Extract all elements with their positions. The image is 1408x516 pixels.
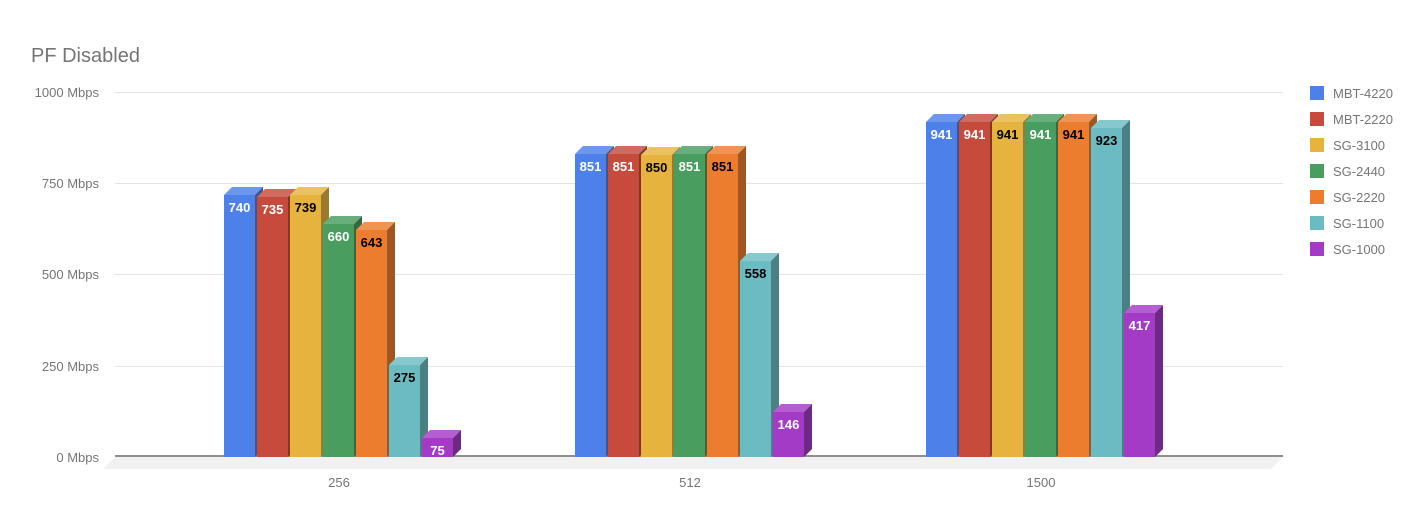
bar-front-face <box>1124 313 1155 457</box>
bar-value-label: 941 <box>1029 127 1052 142</box>
bar-front-face <box>707 154 738 457</box>
bar-value-label: 75 <box>430 443 445 458</box>
bar-value-label: 417 <box>1128 318 1151 333</box>
bar-front-face <box>1058 122 1089 457</box>
bar-value-label: 740 <box>228 200 251 215</box>
bar-SG-3100-1500[interactable]: 941 <box>992 114 1031 457</box>
bar-front-face <box>575 154 606 457</box>
legend-label: SG-1100 <box>1333 216 1385 231</box>
y-axis-tick-label: 500 Mbps <box>41 267 99 282</box>
bar-SG-1000-256[interactable]: 75 <box>422 430 461 458</box>
bar-MBT-4220-1500[interactable]: 941 <box>926 114 965 457</box>
bar-MBT-2220-512[interactable]: 851 <box>608 146 647 457</box>
bar-value-label: 941 <box>1062 127 1085 142</box>
bar-SG-3100-256[interactable]: 739 <box>290 187 329 457</box>
bar-front-face <box>773 412 804 457</box>
bar-value-label: 643 <box>360 235 383 250</box>
bar-MBT-4220-512[interactable]: 851 <box>575 146 614 457</box>
bar-value-label: 558 <box>744 266 767 281</box>
legend-label: MBT-2220 <box>1333 112 1393 127</box>
bar-SG-2440-256[interactable]: 660 <box>323 216 362 457</box>
bar-SG-1100-1500[interactable]: 923 <box>1091 120 1130 457</box>
bar-value-label: 851 <box>612 159 635 174</box>
legend-swatch <box>1310 216 1324 230</box>
bar-value-label: 146 <box>777 417 800 432</box>
bar-front-face <box>422 438 453 457</box>
bar-MBT-4220-256[interactable]: 740 <box>224 187 263 457</box>
plot-floor-3d <box>103 457 1283 469</box>
legend-label: SG-2440 <box>1333 164 1386 179</box>
legend-swatch <box>1310 190 1324 204</box>
bar-front-face <box>356 230 387 457</box>
bar-front-face <box>740 261 771 457</box>
bar-front-face <box>992 122 1023 457</box>
bar-front-face <box>608 154 639 457</box>
bar-value-label: 851 <box>579 159 602 174</box>
bar-SG-1100-256[interactable]: 275 <box>389 357 428 457</box>
bar-value-label: 923 <box>1095 133 1118 148</box>
bar-SG-2220-1500[interactable]: 941 <box>1058 114 1097 457</box>
x-axis-category-label: 256 <box>328 475 350 490</box>
bar-front-face <box>389 365 420 457</box>
bar-front-face <box>224 195 255 457</box>
legend-item-SG-2220[interactable]: SG-2220 <box>1310 190 1393 216</box>
bar-SG-1000-512[interactable]: 146 <box>773 404 812 457</box>
y-axis-tick-label: 750 Mbps <box>41 176 99 191</box>
bar-value-label: 941 <box>963 127 986 142</box>
y-axis-tick-label: 0 Mbps <box>56 450 99 465</box>
bar-front-face <box>959 122 990 457</box>
legend-item-MBT-4220[interactable]: MBT-4220 <box>1310 86 1393 112</box>
legend-label: SG-2220 <box>1333 190 1386 205</box>
y-axis-tick-label: 250 Mbps <box>41 359 99 374</box>
legend-item-MBT-2220[interactable]: MBT-2220 <box>1310 112 1393 138</box>
bar-front-face <box>1025 122 1056 457</box>
legend-swatch <box>1310 242 1324 256</box>
legend-item-SG-3100[interactable]: SG-3100 <box>1310 138 1393 164</box>
bar-front-face <box>641 155 672 457</box>
x-axis-category-label: 1500 <box>1026 475 1056 490</box>
bar-SG-2440-1500[interactable]: 941 <box>1025 114 1064 457</box>
bar-value-label: 735 <box>261 202 284 217</box>
bar-SG-1000-1500[interactable]: 417 <box>1124 305 1163 457</box>
bar-MBT-2220-1500[interactable]: 941 <box>959 114 998 457</box>
legend-swatch <box>1310 86 1324 100</box>
legend-label: MBT-4220 <box>1333 86 1393 101</box>
legend-item-SG-1000[interactable]: SG-1000 <box>1310 242 1393 268</box>
bar-value-label: 851 <box>711 159 734 174</box>
bar-side-face <box>804 404 812 457</box>
bar-MBT-2220-256[interactable]: 735 <box>257 189 296 457</box>
bar-front-face <box>257 197 288 457</box>
legend-item-SG-1100[interactable]: SG-1100 <box>1310 216 1393 242</box>
bar-SG-2220-512[interactable]: 851 <box>707 146 746 457</box>
bar-value-label: 660 <box>327 229 350 244</box>
legend: MBT-4220 MBT-2220 SG-3100 SG-2440 SG-2220 SG-… <box>1310 86 1393 268</box>
bar-SG-3100-512[interactable]: 850 <box>641 147 680 457</box>
bar-side-face <box>1155 305 1163 457</box>
legend-swatch <box>1310 112 1324 126</box>
bar-front-face <box>926 122 957 457</box>
chart-title: PF Disabled <box>31 45 140 67</box>
legend-label: SG-3100 <box>1333 138 1386 153</box>
bar-value-label: 275 <box>393 370 416 385</box>
bar-front-face <box>1091 128 1122 457</box>
bar-value-label: 850 <box>645 160 668 175</box>
legend-label: SG-1000 <box>1333 242 1386 257</box>
bar-front-face <box>323 224 354 457</box>
bar-value-label: 941 <box>996 127 1019 142</box>
bar-value-label: 739 <box>294 200 317 215</box>
x-axis-category-label: 512 <box>679 475 701 490</box>
bar-SG-2220-256[interactable]: 643 <box>356 222 395 457</box>
bar-SG-2440-512[interactable]: 851 <box>674 146 713 457</box>
legend-item-SG-2440[interactable]: SG-2440 <box>1310 164 1393 190</box>
gridline <box>115 92 1283 93</box>
bar-value-label: 941 <box>930 127 953 142</box>
legend-swatch <box>1310 138 1324 152</box>
bar-front-face <box>290 195 321 457</box>
bar-front-face <box>674 154 705 457</box>
legend-swatch <box>1310 164 1324 178</box>
y-axis-tick-label: 1000 Mbps <box>34 85 99 100</box>
bar-value-label: 851 <box>678 159 701 174</box>
bar-SG-1100-512[interactable]: 558 <box>740 253 779 457</box>
